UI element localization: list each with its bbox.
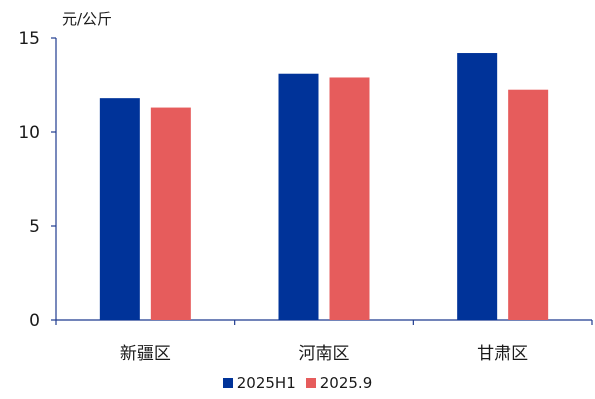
bar-series-1: [278, 73, 319, 320]
y-tick-label: 0: [29, 311, 40, 331]
y-axis-ticks: 0 5 10 15: [18, 29, 56, 331]
bar-series-2: [329, 77, 370, 320]
bar-series-1: [457, 53, 498, 320]
x-axis-ticks: 新疆区 河南区 甘肃区: [55, 320, 593, 364]
legend-swatch-series-1: [222, 378, 233, 388]
legend-label-series-2: 2025.9: [319, 374, 373, 392]
x-category-label: 新疆区: [120, 344, 171, 364]
legend-label-series-1: 2025H1: [236, 374, 296, 392]
legend-item-series-1: 2025H1: [222, 374, 296, 392]
bar-series-2: [508, 89, 549, 320]
legend-item-series-2: 2025.9: [305, 374, 373, 392]
bar-chart: 元/公斤 0 5 10 15 新疆区 河南区 甘肃区: [18, 10, 593, 364]
bar-series-2: [150, 107, 191, 320]
x-category-label: 河南区: [299, 344, 350, 364]
y-tick-label: 10: [18, 123, 40, 143]
x-category-label: 甘肃区: [477, 344, 528, 364]
bar-series: [99, 53, 549, 320]
y-tick-label: 5: [29, 217, 40, 237]
legend-swatch-series-2: [305, 378, 316, 388]
bar-series-1: [99, 98, 140, 320]
legend: 2025H1 2025.9: [0, 374, 595, 392]
y-tick-label: 15: [18, 29, 40, 49]
y-axis-unit-label: 元/公斤: [62, 10, 112, 28]
